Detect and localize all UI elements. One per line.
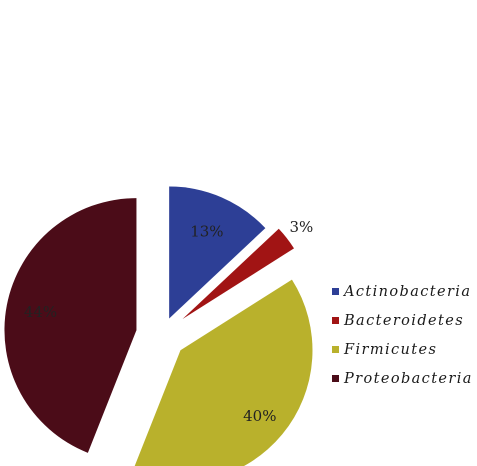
legend-swatch-actinobacteria [332,288,339,295]
legend-swatch-bacteroidetes [332,317,339,324]
pie-slice-firmicutes [134,279,313,466]
pie-slice-bacteroidetes [182,228,294,320]
legend-swatch-proteobacteria [332,375,339,382]
legend-label-actinobacteria: Actinobacteria [342,284,471,300]
legend-label-firmicutes: Firmicutes [343,342,437,358]
pie-slice-proteobacteria [4,198,137,453]
legend-swatch-firmicutes [332,346,339,353]
pie-slice-label-proteobacteria: 44% [24,303,57,321]
pie-slice-label-actinobacteria: 13% [190,222,223,240]
pie-slice-label-bacteroidetes: 3% [290,218,314,236]
pie-slice-label-firmicutes: 40% [243,407,276,425]
legend-label-proteobacteria: Proteobacteria [343,371,473,387]
legend: Actinobacteria Bacteroidetes Firmicutes Pro… [332,284,473,387]
pie-slices [4,186,313,466]
legend-label-bacteroidetes: Bacteroidetes [343,313,464,329]
pie-slice-actinobacteria [169,186,266,319]
pie-slice-labels: 13% 3% 40% 44% [24,218,313,425]
